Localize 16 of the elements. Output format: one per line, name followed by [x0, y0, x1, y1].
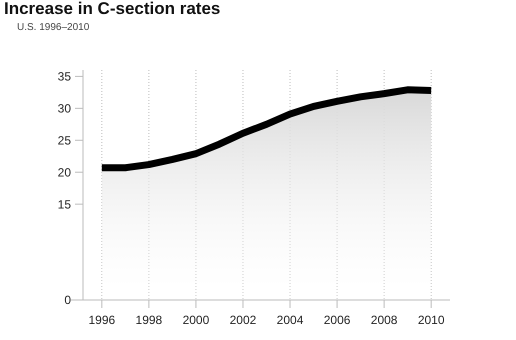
chart-title: Increase in C-section rates: [4, 0, 220, 18]
y-tick-label: 30: [58, 102, 72, 116]
y-tick-label: 25: [58, 133, 72, 148]
chart-subtitle: U.S. 1996–2010: [17, 22, 90, 33]
y-tick-label: 20: [58, 165, 72, 180]
x-tick-label: 2000: [182, 313, 210, 327]
y-tick-label: 35: [58, 70, 72, 84]
y-tick-label: 0: [64, 293, 72, 308]
x-tick-label: 2008: [370, 313, 398, 327]
x-tick-label: 2006: [324, 313, 351, 327]
x-tick-label: 1998: [136, 313, 163, 327]
x-tick-label: 2004: [276, 313, 304, 327]
x-tick-label: 2002: [230, 313, 257, 327]
x-tick-label: 2010: [418, 313, 445, 327]
y-tick-label: 15: [58, 197, 72, 212]
x-tick-label: 1996: [88, 313, 116, 327]
